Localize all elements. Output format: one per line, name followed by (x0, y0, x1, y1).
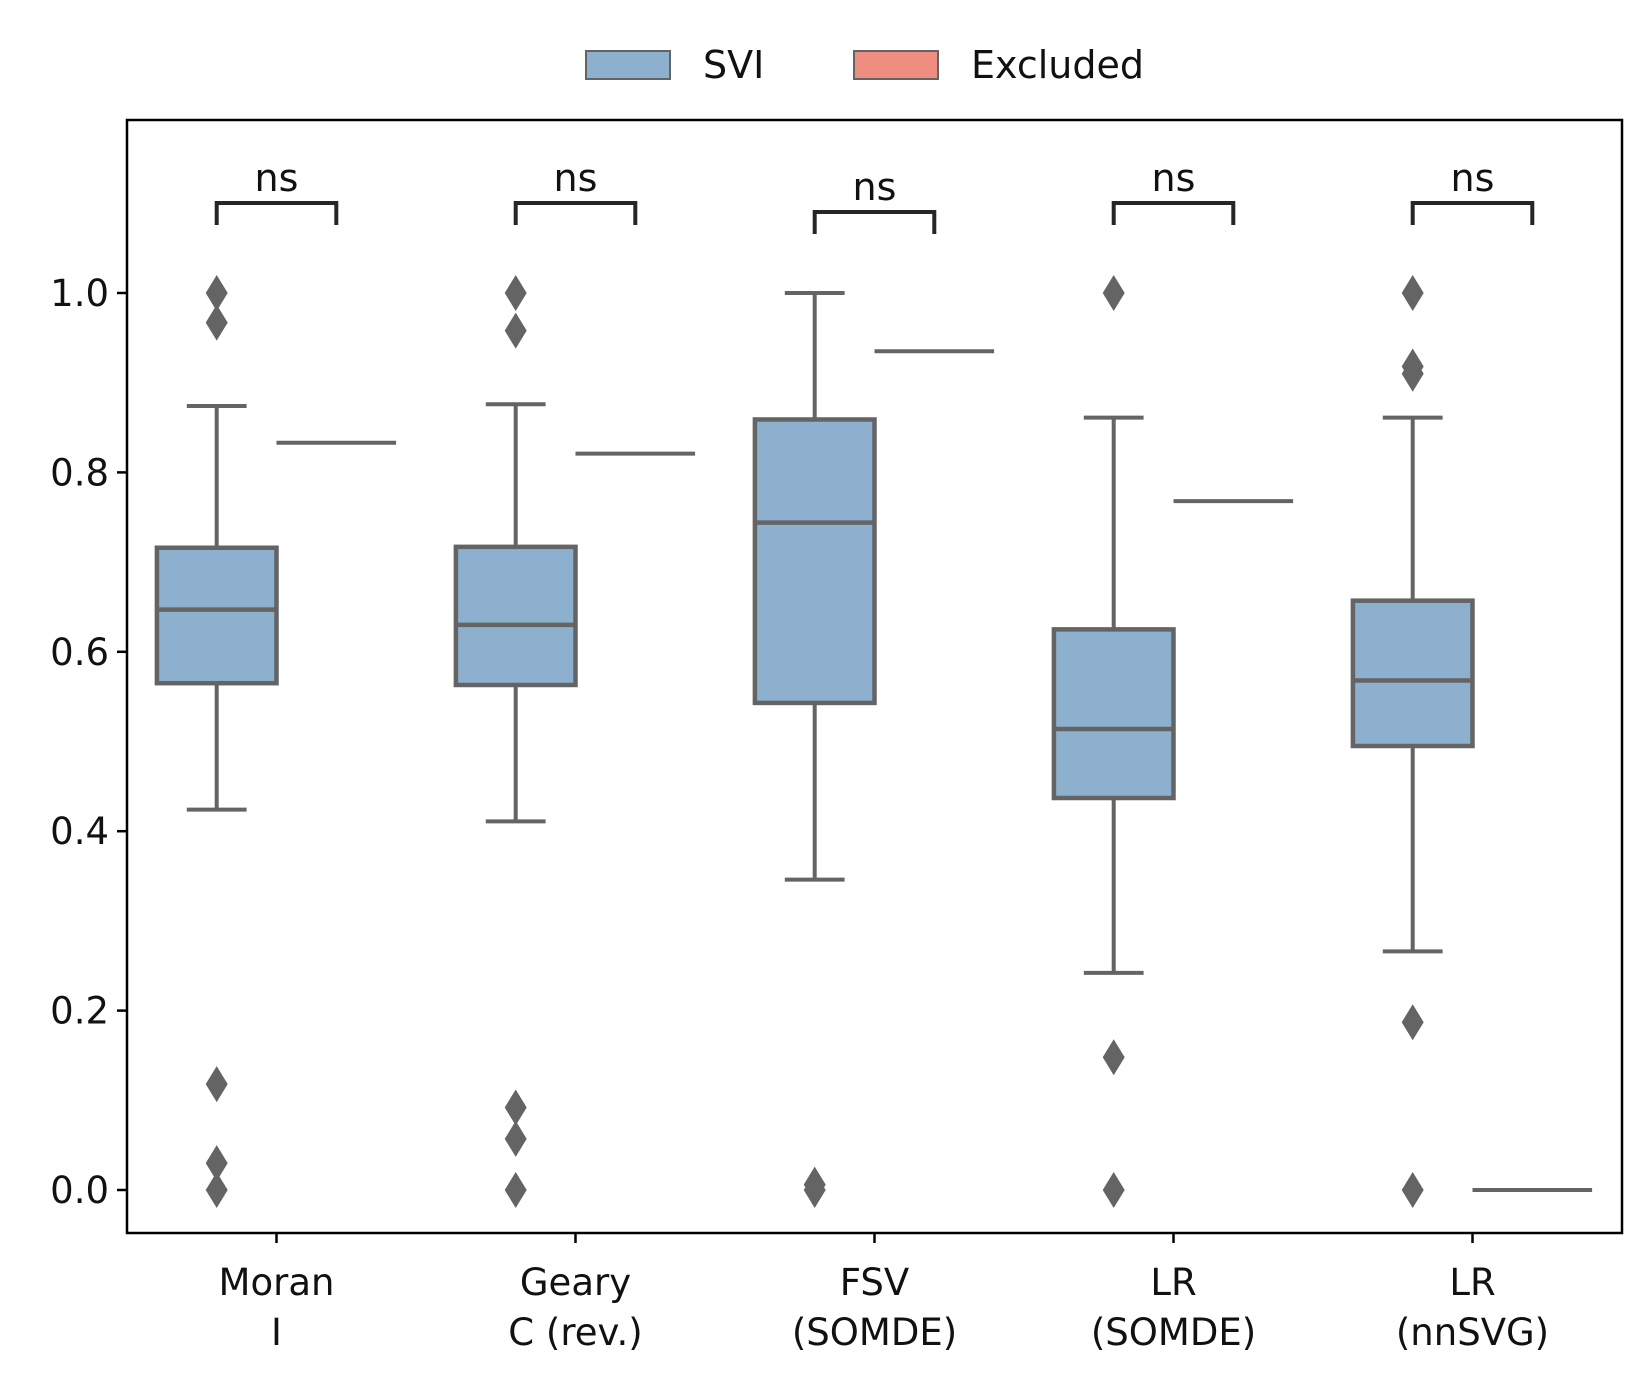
outlier-point (1401, 1172, 1424, 1208)
significance-bracket (1111, 201, 1236, 225)
significance-bracket (513, 201, 638, 225)
legend-swatch-excluded (853, 50, 939, 80)
significance-bracket (214, 201, 339, 225)
outlier-point (205, 304, 228, 341)
outlier-point (504, 312, 527, 349)
outlier-point (1401, 355, 1424, 392)
y-tick-label: 0.0 (50, 1169, 109, 1212)
x-tick-label-line1: Moran (219, 1261, 335, 1304)
x-tick-label-line1: LR (1150, 1261, 1196, 1304)
outlier-point (1401, 1004, 1424, 1041)
significance-label: ns (1152, 156, 1196, 200)
outlier-point (504, 275, 527, 311)
outlier-point (504, 1089, 527, 1126)
x-tick-label-line1: LR (1449, 1261, 1495, 1304)
legend-swatch-svi (585, 50, 671, 80)
outlier-point (205, 1145, 228, 1182)
outlier-point (504, 1120, 527, 1157)
box-svi (752, 417, 877, 706)
outlier-point (803, 1172, 826, 1208)
box-svi (1350, 598, 1475, 749)
significance-label: ns (554, 156, 598, 200)
axes-frame (125, 118, 1624, 1235)
legend: SVI Excluded (585, 43, 1144, 87)
legend-label-svi: SVI (703, 43, 764, 87)
x-tick-label-line2: (nnSVG) (1396, 1311, 1549, 1354)
significance-bracket (812, 210, 937, 234)
x-tick-label-line2: I (271, 1311, 282, 1354)
x-tick-label-line1: Geary (520, 1261, 631, 1304)
significance-label: ns (1451, 156, 1495, 200)
x-tick-label-line2: (SOMDE) (792, 1311, 957, 1354)
box-svi (1051, 627, 1176, 801)
outlier-point (205, 1172, 228, 1208)
significance-label: ns (853, 165, 897, 209)
outlier-point (1102, 1039, 1125, 1076)
outlier-point (205, 275, 228, 311)
outlier-point (1401, 275, 1424, 311)
y-tick-label: 0.2 (50, 990, 109, 1033)
outlier-point (504, 1172, 527, 1208)
y-tick-label: 1.0 (50, 272, 109, 315)
x-tick-label-line2: C (rev.) (508, 1311, 642, 1354)
y-tick-label: 0.8 (50, 451, 109, 494)
box-svi (154, 545, 279, 686)
outlier-point (1102, 275, 1125, 311)
legend-label-excluded: Excluded (971, 43, 1144, 87)
x-tick-label-line2: (SOMDE) (1091, 1311, 1256, 1354)
outlier-point (1102, 1172, 1125, 1208)
box-svi (453, 544, 578, 688)
x-tick-label-line1: FSV (840, 1261, 909, 1304)
y-tick-label: 0.4 (50, 810, 109, 853)
significance-label: ns (255, 156, 299, 200)
y-tick-label: 0.6 (50, 631, 109, 674)
significance-bracket (1410, 201, 1535, 225)
outlier-point (205, 1066, 228, 1103)
plot-area: 0.0 0.2 0.4 0.6 0.8 1.0 Moran I Geary C (rev.) FSV… (50, 156, 1593, 1354)
